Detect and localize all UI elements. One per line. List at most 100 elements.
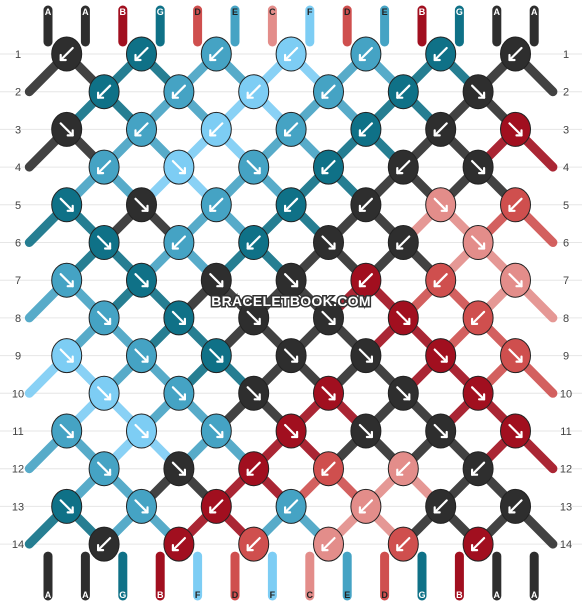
knot [350, 187, 382, 223]
arrow-head [209, 204, 217, 212]
arrow-down-left-icon [396, 160, 411, 175]
arrow-head [141, 204, 149, 212]
arrow-down-left-icon [284, 197, 299, 212]
arrow-down-left-icon [396, 461, 411, 476]
arrow-down-right-icon [471, 386, 486, 401]
knot [126, 413, 157, 449]
arrow-head [253, 393, 261, 401]
knot [350, 111, 382, 147]
arrow-head [471, 317, 479, 325]
knot [51, 488, 83, 524]
knot [51, 36, 83, 72]
knot [238, 526, 270, 562]
arrow-down-right-icon [246, 160, 261, 175]
arrow-down-left-icon [246, 536, 261, 552]
arrow-down-left-icon [358, 46, 373, 62]
knot [51, 413, 83, 449]
knot [387, 74, 419, 110]
arrow-head [216, 280, 224, 288]
arrow-down-right-icon [321, 310, 336, 325]
knot [88, 526, 120, 562]
arrow-down-right-icon [134, 348, 149, 363]
arrow-head [515, 129, 523, 137]
arrow-head [66, 204, 74, 212]
arrow-head [141, 280, 149, 288]
arrow-head [104, 242, 112, 250]
arrow-head [478, 393, 486, 401]
knot [238, 375, 270, 411]
strand-letter-top: F [307, 7, 313, 17]
knot [200, 262, 232, 298]
arrow-head [515, 280, 523, 288]
arrow-down-left-icon [246, 461, 261, 476]
knot [238, 74, 270, 110]
strand-letter-top: E [232, 7, 238, 17]
arrow-down-left-icon [59, 46, 74, 62]
row-number-left: 12 [12, 464, 24, 476]
arrow-head [209, 129, 217, 137]
arrow-head [284, 129, 292, 137]
knot [462, 526, 494, 562]
knot [387, 149, 419, 185]
arrow-down-right-icon [284, 423, 299, 439]
knot [313, 74, 344, 110]
arrow-down-right-icon [433, 423, 448, 439]
arrow-down-left-icon [321, 160, 336, 175]
arrow-down-right-icon [209, 273, 224, 288]
knot [238, 149, 270, 185]
arrow-down-left-icon [134, 46, 149, 62]
arrow-head [433, 53, 441, 62]
row-number-left: 14 [12, 539, 24, 551]
knot [238, 300, 270, 336]
knot [200, 488, 232, 524]
arrow-head [433, 506, 441, 514]
knot [500, 36, 531, 72]
arrow-head [246, 91, 254, 99]
arrow-down-left-icon [471, 310, 486, 325]
row-number-left: 10 [12, 388, 24, 400]
strand-letter-bottom: B [456, 590, 463, 600]
arrow-down-right-icon [358, 423, 373, 439]
knot [387, 225, 419, 260]
knot [350, 338, 382, 374]
arrow-head [134, 129, 142, 137]
knot [425, 262, 457, 298]
knot [350, 36, 382, 72]
arrow-down-right-icon [171, 310, 186, 325]
knot [350, 262, 382, 298]
watermark-text: BRACELETBOOK.COM [211, 293, 371, 309]
row-number-left: 4 [15, 162, 21, 174]
arrow-head [178, 468, 186, 476]
arrow-head [97, 544, 105, 552]
knot [51, 187, 83, 223]
arrow-head [321, 544, 329, 552]
arrow-down-right-icon [134, 499, 149, 514]
arrow-down-right-icon [321, 386, 336, 401]
arrow-head [284, 204, 292, 212]
knot [88, 375, 120, 411]
arrow-down-right-icon [433, 197, 448, 212]
arrow-down-left-icon [96, 84, 112, 99]
knot [462, 149, 494, 185]
knot [51, 262, 83, 298]
arrow-down-left-icon [284, 122, 299, 137]
arrow-head [508, 204, 516, 212]
arrow-head [253, 167, 261, 175]
knot [425, 338, 457, 374]
row-number-right: 14 [560, 539, 572, 551]
knot [275, 111, 307, 147]
arrow-head [358, 204, 366, 212]
knot [462, 451, 494, 487]
arrow-down-left-icon [96, 536, 112, 552]
row-number-right: 12 [560, 464, 572, 476]
arrow-head [178, 167, 186, 175]
arrow-head [358, 129, 366, 137]
arrow-head [66, 430, 74, 439]
arrow-head [328, 393, 336, 401]
strand-letter-top: G [456, 7, 463, 17]
strand-letter-bottom: A [45, 590, 52, 600]
arrow-down-left-icon [433, 46, 448, 62]
strand-letter-top: B [419, 7, 426, 17]
arrow-head [291, 430, 299, 439]
